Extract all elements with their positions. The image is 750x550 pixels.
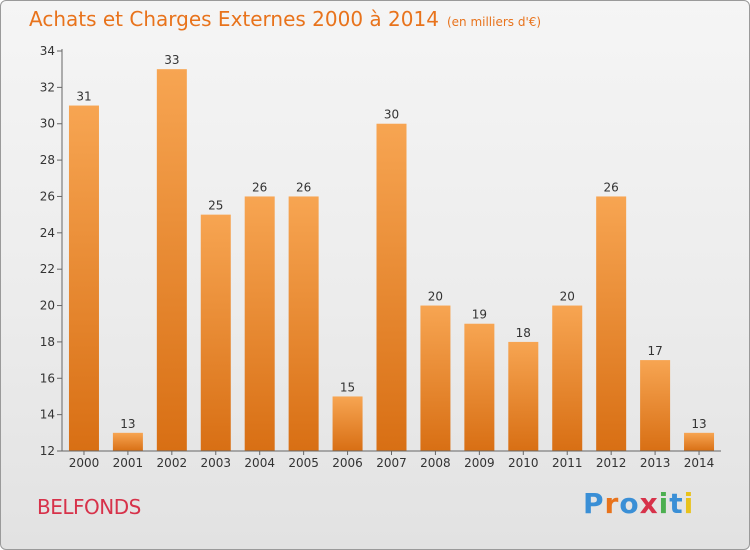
- x-tick-label-2012: 2012: [596, 456, 627, 470]
- bar-2013[interactable]: [640, 360, 671, 451]
- y-tick-label: 30: [40, 117, 55, 131]
- value-label-2002: 33: [164, 53, 179, 67]
- bar-2001[interactable]: [112, 432, 143, 451]
- bar-2000[interactable]: [68, 105, 99, 451]
- chart-subtitle: (en milliers d'€): [446, 15, 542, 29]
- value-label-2013: 17: [647, 344, 662, 358]
- x-tick-label-2001: 2001: [113, 456, 144, 470]
- x-tick-label-2011: 2011: [552, 456, 583, 470]
- x-tick-label-2014: 2014: [684, 456, 715, 470]
- bar-2006[interactable]: [332, 396, 363, 451]
- bar-2003[interactable]: [200, 214, 231, 451]
- value-label-2007: 30: [384, 108, 399, 122]
- axes-layer: 12 14 16 18 20 22 24 26 28 30 32 34 31 2000 13 2001 33 20…: [40, 44, 721, 470]
- y-tick-label: 28: [40, 153, 55, 167]
- bar-2002[interactable]: [156, 69, 187, 451]
- logo-letter: i: [683, 487, 695, 520]
- value-label-2000: 31: [76, 90, 91, 104]
- value-label-2003: 25: [208, 199, 223, 213]
- logo-letter: o: [619, 487, 640, 520]
- bar-2005[interactable]: [288, 196, 319, 451]
- value-label-2006: 15: [340, 380, 355, 394]
- x-tick-label-2004: 2004: [244, 456, 275, 470]
- value-label-2010: 18: [516, 326, 531, 340]
- y-tick-label: 24: [40, 226, 55, 240]
- bar-2012[interactable]: [596, 196, 627, 451]
- bar-2008[interactable]: [420, 305, 451, 451]
- logo-letter: x: [639, 487, 659, 520]
- bar-2014[interactable]: [684, 432, 715, 451]
- x-tick-label-2013: 2013: [640, 456, 671, 470]
- logo-letter: t: [669, 487, 684, 520]
- value-label-2009: 19: [472, 308, 487, 322]
- y-tick-label: 16: [40, 371, 55, 385]
- bar-2004[interactable]: [244, 196, 275, 451]
- bar-2007[interactable]: [376, 123, 407, 452]
- value-label-2008: 20: [428, 290, 443, 304]
- y-tick-label: 14: [40, 408, 55, 422]
- x-tick-label-2010: 2010: [508, 456, 539, 470]
- y-tick-label: 32: [40, 80, 55, 94]
- logo-letter: i: [658, 487, 670, 520]
- bar-2010[interactable]: [508, 341, 539, 451]
- commune-name: BELFONDS: [37, 495, 141, 519]
- y-tick-label: 12: [40, 444, 55, 458]
- y-tick-label: 22: [40, 262, 55, 276]
- proxiti-logo[interactable]: Proxiti: [583, 487, 694, 520]
- chart-title: Achats et Charges Externes 2000 à 2014: [29, 7, 439, 31]
- x-tick-label-2002: 2002: [157, 456, 188, 470]
- value-label-2014: 13: [691, 417, 706, 431]
- y-tick-label: 20: [40, 299, 55, 313]
- logo-letter: P: [583, 487, 605, 520]
- value-label-2011: 20: [560, 290, 575, 304]
- value-label-2001: 13: [120, 417, 135, 431]
- x-tick-label-2000: 2000: [69, 456, 100, 470]
- bars-layer: [68, 69, 715, 452]
- logo-letter: r: [604, 487, 620, 520]
- x-tick-label-2005: 2005: [288, 456, 319, 470]
- bar-2009[interactable]: [464, 323, 495, 451]
- x-tick-label-2007: 2007: [376, 456, 407, 470]
- x-tick-label-2008: 2008: [420, 456, 451, 470]
- title-row: Achats et Charges Externes 2000 à 2014 (e…: [29, 7, 541, 31]
- y-tick-label: 26: [40, 189, 55, 203]
- y-tick-label: 18: [40, 335, 55, 349]
- y-tick-label: 34: [40, 44, 55, 58]
- x-tick-label-2009: 2009: [464, 456, 495, 470]
- value-label-2012: 26: [604, 180, 619, 194]
- value-label-2004: 26: [252, 180, 267, 194]
- bar-2011[interactable]: [552, 305, 583, 451]
- value-label-2005: 26: [296, 180, 311, 194]
- x-tick-label-2006: 2006: [332, 456, 363, 470]
- x-tick-label-2003: 2003: [200, 456, 231, 470]
